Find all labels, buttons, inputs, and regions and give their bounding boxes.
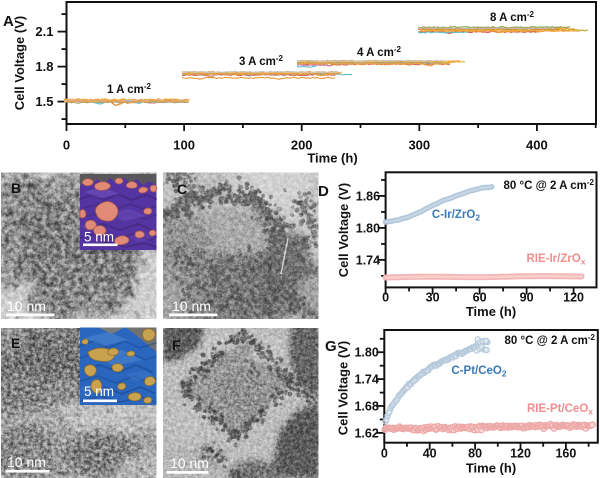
svg-text:5 nm: 5 nm (84, 230, 114, 245)
svg-text:Cell Voltage (V): Cell Voltage (V) (336, 341, 351, 435)
svg-text:1.86: 1.86 (356, 189, 380, 203)
svg-text:120: 120 (563, 291, 584, 305)
svg-text:100: 100 (173, 138, 195, 153)
svg-text:1.5: 1.5 (35, 94, 53, 109)
svg-text:80 °C @ 2 A cm-2: 80 °C @ 2 A cm-2 (505, 333, 596, 347)
svg-text:C-Ir/ZrO2: C-Ir/ZrO2 (432, 209, 480, 223)
svg-text:F: F (172, 337, 181, 353)
svg-text:RIE-Pt/CeOx: RIE-Pt/CeOx (527, 403, 593, 417)
svg-text:300: 300 (408, 138, 430, 153)
svg-text:160: 160 (555, 447, 576, 461)
svg-text:C: C (177, 181, 187, 197)
svg-text:1.80: 1.80 (356, 221, 380, 235)
svg-text:80: 80 (468, 447, 482, 461)
svg-text:0: 0 (381, 447, 388, 461)
svg-text:G: G (325, 338, 337, 355)
svg-text:30: 30 (426, 291, 440, 305)
svg-text:200: 200 (291, 138, 313, 153)
svg-text:C-Pt/CeO2: C-Pt/CeO2 (451, 365, 506, 379)
svg-text:3 A cm-2: 3 A cm-2 (239, 54, 284, 68)
svg-text:120: 120 (510, 447, 531, 461)
svg-text:80 °C @ 2 A cm-2: 80 °C @ 2 A cm-2 (504, 178, 595, 192)
svg-text:Cell Voltage (V): Cell Voltage (V) (12, 16, 27, 110)
svg-text:0: 0 (63, 138, 70, 153)
svg-text:D: D (318, 183, 329, 200)
svg-text:RIE-Ir/ZrOx: RIE-Ir/ZrOx (526, 253, 585, 267)
svg-text:10 nm: 10 nm (172, 298, 211, 314)
svg-text:Time (h): Time (h) (466, 304, 516, 319)
svg-text:40: 40 (423, 447, 437, 461)
svg-text:1.80: 1.80 (354, 346, 378, 360)
svg-text:90: 90 (520, 291, 534, 305)
svg-text:1.74: 1.74 (354, 373, 378, 387)
svg-text:8 A cm-2: 8 A cm-2 (490, 10, 535, 24)
svg-text:10 nm: 10 nm (7, 454, 46, 470)
svg-text:Time (h): Time (h) (466, 461, 516, 476)
svg-text:10 nm: 10 nm (170, 455, 209, 471)
svg-text:10 nm: 10 nm (7, 298, 46, 314)
svg-text:2.1: 2.1 (35, 24, 53, 39)
svg-text:1.74: 1.74 (356, 253, 380, 267)
svg-text:1 A cm-2: 1 A cm-2 (107, 82, 152, 96)
svg-text:1.8: 1.8 (35, 59, 53, 74)
svg-text:0: 0 (382, 291, 389, 305)
svg-text:5 nm: 5 nm (84, 384, 114, 399)
svg-text:B: B (11, 180, 21, 196)
svg-text:400: 400 (526, 138, 548, 153)
svg-text:A: A (3, 13, 14, 30)
svg-text:E: E (11, 335, 20, 351)
svg-text:Time (h): Time (h) (307, 151, 357, 166)
svg-text:Cell Voltage (V): Cell Voltage (V) (336, 183, 351, 277)
svg-text:60: 60 (473, 291, 487, 305)
svg-text:1.62: 1.62 (354, 426, 378, 440)
svg-text:1.68: 1.68 (354, 400, 378, 414)
svg-text:4 A cm-2: 4 A cm-2 (357, 45, 402, 59)
